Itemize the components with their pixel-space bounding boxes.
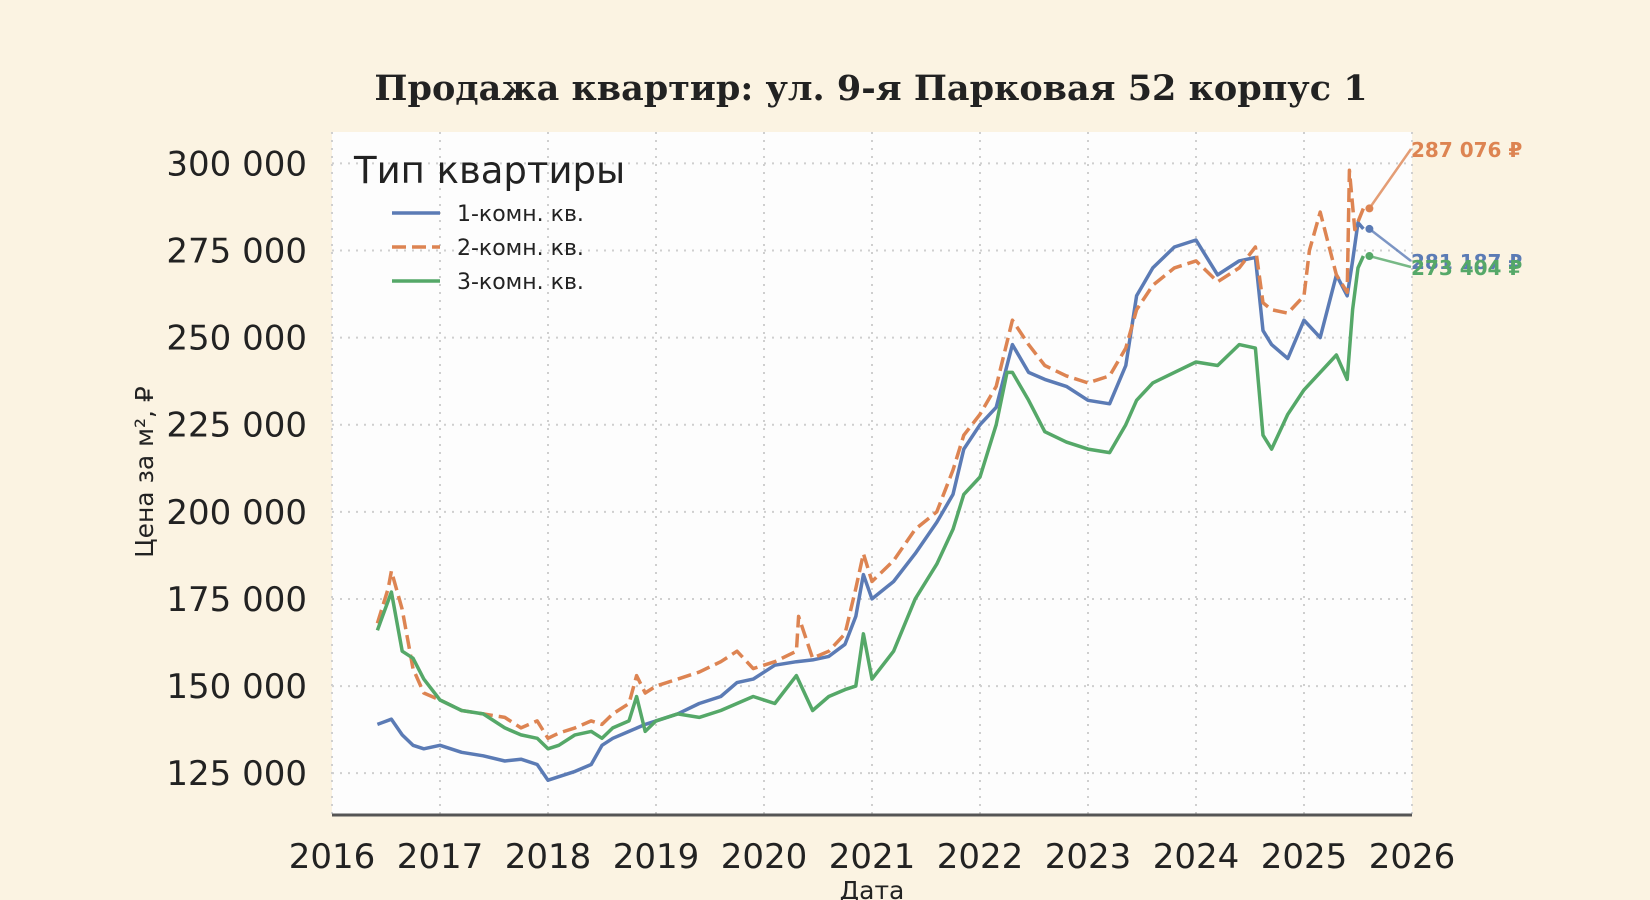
legend-label: 2-комн. кв. bbox=[457, 236, 584, 261]
x-axis-label: Дата bbox=[840, 876, 905, 900]
annotation-arrowhead bbox=[1365, 252, 1374, 261]
annotation-arrow bbox=[1368, 227, 1412, 262]
x-tick-label: 2017 bbox=[397, 837, 484, 877]
y-tick-label: 150 000 bbox=[166, 667, 307, 707]
x-tick-label: 2025 bbox=[1261, 837, 1348, 877]
x-tick-label: 2026 bbox=[1369, 837, 1456, 877]
y-axis-ticks: 125 000 150 000 175 000 200 000 225 000 250 0… bbox=[166, 144, 307, 794]
chart-title: Продажа квартир: ул. 9-я Парковая 52 кор… bbox=[374, 68, 1367, 109]
x-tick-label: 2020 bbox=[721, 837, 808, 877]
annotation-arrowhead bbox=[1365, 224, 1374, 233]
x-tick-label: 2024 bbox=[1153, 837, 1240, 877]
y-tick-label: 275 000 bbox=[166, 231, 307, 271]
annotation-arrow bbox=[1368, 148, 1413, 210]
x-tick-label: 2016 bbox=[289, 837, 376, 877]
y-tick-label: 175 000 bbox=[166, 580, 307, 620]
plot-area bbox=[332, 132, 1412, 815]
series-lines bbox=[375, 168, 1366, 782]
series-line-2 bbox=[375, 168, 1366, 741]
annotation-arrow bbox=[1369, 254, 1412, 269]
legend-title: Тип квартиры bbox=[353, 149, 625, 192]
x-tick-label: 2021 bbox=[829, 837, 916, 877]
annotations: 287 076 ₽ 281 187 ₽273 404 ₽ bbox=[1365, 138, 1522, 280]
annotation-arrowhead bbox=[1365, 204, 1374, 213]
y-tick-label: 300 000 bbox=[166, 144, 307, 184]
x-tick-label: 2023 bbox=[1045, 837, 1132, 877]
series-line-1 bbox=[376, 220, 1365, 782]
y-tick-label: 125 000 bbox=[166, 754, 307, 794]
x-axis-ticks: 2016 2017 2018 2019 2020 2021 2022 2023 2024 2025… bbox=[289, 837, 1456, 877]
annotation-label: 281 187 ₽ bbox=[1411, 250, 1522, 274]
x-tick-label: 2019 bbox=[613, 837, 700, 877]
legend-label: 3-комн. кв. bbox=[457, 270, 584, 295]
legend-items: 1-комн. кв. 2-комн. кв. 3-комн. кв. bbox=[392, 202, 584, 295]
annotation-label: 273 404 ₽ bbox=[1411, 256, 1522, 280]
legend: Тип квартиры 1-комн. кв. 2-комн. кв. 3-ком… bbox=[353, 149, 625, 295]
x-tick-label: 2022 bbox=[937, 837, 1024, 877]
annotation-label: 287 076 ₽ bbox=[1411, 138, 1522, 162]
y-tick-label: 200 000 bbox=[166, 493, 307, 533]
series-line-3 bbox=[375, 255, 1365, 751]
x-tick-label: 2018 bbox=[505, 837, 592, 877]
y-axis-label: Цена за м², ₽ bbox=[130, 386, 159, 558]
y-tick-label: 225 000 bbox=[166, 406, 307, 446]
legend-label: 1-комн. кв. bbox=[457, 202, 584, 227]
y-tick-label: 250 000 bbox=[166, 319, 307, 359]
